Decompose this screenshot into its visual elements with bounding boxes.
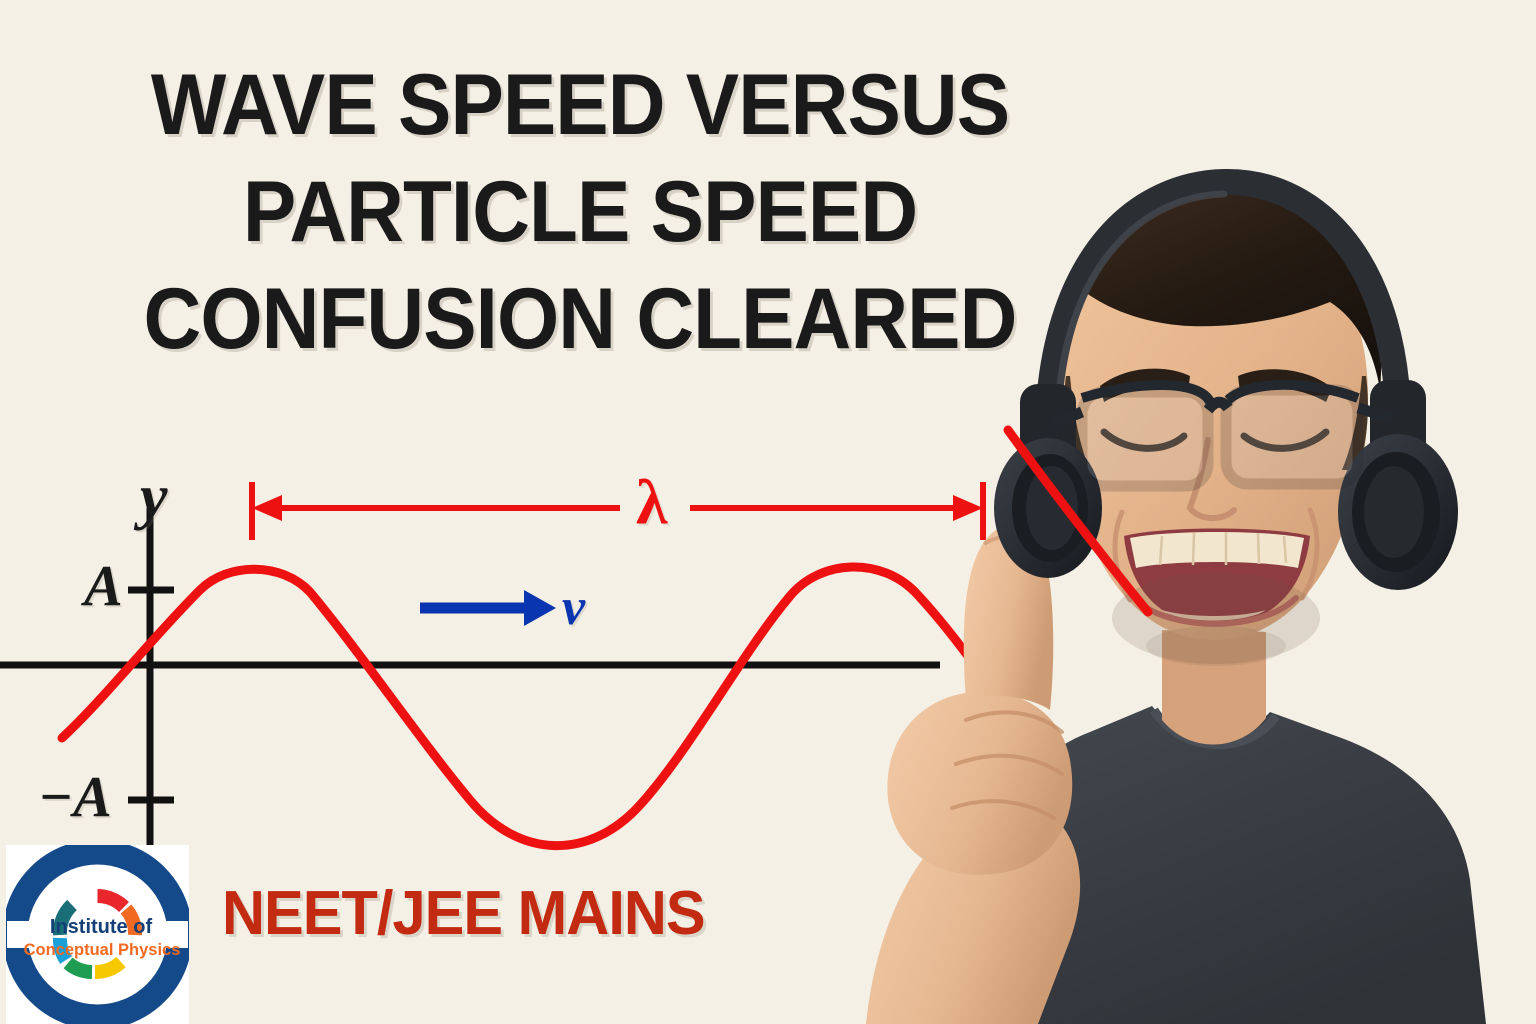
velocity-label-v: v (562, 579, 586, 636)
axis-label-amplitude-positive: A (84, 553, 123, 618)
title-line-1: WAVE SPEED VERSUS (150, 57, 1010, 153)
wavelength-arrowhead-left (252, 495, 282, 521)
logo-line-1: Institute of (50, 916, 153, 938)
wavelength-label-lambda: λ (636, 466, 668, 537)
stubble (1112, 572, 1320, 664)
title-line-2: PARTICLE SPEED (242, 164, 918, 260)
axis-label-y: y (140, 463, 168, 531)
eye-left-closed (1100, 428, 1188, 452)
title-line-3: CONFUSION CLEARED (143, 271, 1018, 367)
presenter-photo (770, 140, 1536, 1024)
earcup-right (1338, 380, 1458, 590)
velocity-arrowhead (524, 590, 556, 626)
teeth-lower (1162, 610, 1266, 621)
teeth-upper (1130, 532, 1304, 568)
wave-diagram (0, 440, 1065, 900)
logo-ring-notch-left (7, 921, 29, 948)
wave-curve (57, 562, 1065, 851)
thumbs-up-hand (887, 524, 1073, 875)
glasses (1049, 379, 1394, 492)
head (1047, 191, 1382, 666)
wavelength-arrowhead-right (953, 495, 983, 521)
axis-label-amplitude-negative: −A (38, 764, 112, 829)
eye-right-closed (1240, 428, 1330, 452)
wave-curve-overlap (1003, 425, 1153, 617)
logo-badge: Institute of Conceptual Physics Physics … (6, 845, 189, 1024)
hair (1047, 191, 1382, 392)
logo-ring-notch-right (166, 921, 188, 948)
nose (1186, 437, 1237, 521)
exam-tag: NEET/JEE MAINS (222, 879, 706, 948)
logo-line-2: Conceptual Physics (24, 941, 181, 959)
logo-inner-disc (27, 864, 168, 1005)
headphones (994, 168, 1458, 590)
neck (1162, 630, 1266, 745)
earcup-left (994, 384, 1102, 578)
page-title: WAVE SPEED VERSUS PARTICLE SPEED CONFUSI… (0, 52, 1160, 373)
logo-color-wheel (52, 889, 142, 980)
torso-shirt (1002, 706, 1486, 1024)
